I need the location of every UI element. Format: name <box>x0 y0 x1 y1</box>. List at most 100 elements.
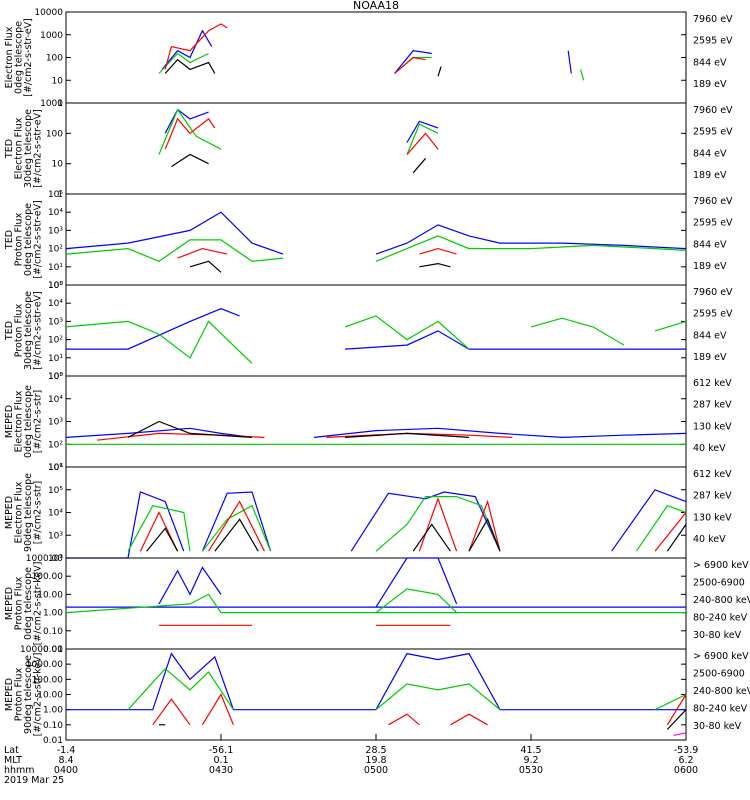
ylabel-line-6: 90deg telescope <box>23 473 34 552</box>
ylabel-line-7: 0deg telescope <box>23 567 34 640</box>
ytick-label-2: 1000 <box>40 99 63 109</box>
mlt-value: 0.1 <box>213 755 228 766</box>
legend-entry-8: 2500-6900 <box>693 669 745 680</box>
footer-row-label: MLT <box>4 755 22 766</box>
series-612-kev <box>127 420 253 438</box>
ytick-label-1: 10 <box>52 76 64 86</box>
series-189-ev <box>567 50 572 74</box>
legend-entry-7: > 6900 keV <box>693 560 749 571</box>
mlt-value: 19.8 <box>365 755 386 766</box>
series-130-kev <box>201 504 272 552</box>
legend-entry-1: 2595 eV <box>693 36 733 47</box>
ylabel-line-6: MEPED <box>4 496 15 529</box>
panel-frame-2 <box>65 102 687 195</box>
series-30-80-kev <box>158 566 222 605</box>
ylabel-line-3: Proton Flux <box>14 212 25 266</box>
lat-value: 28.5 <box>365 745 386 756</box>
legend-entry-6: 612 keV <box>693 469 732 480</box>
series-844-ev <box>406 123 439 155</box>
footer-row-label: Lat <box>4 745 19 756</box>
series-2595-ev <box>419 247 457 255</box>
series-240-800-kev <box>388 713 420 726</box>
series-189-ev <box>66 308 240 350</box>
ylabel-line-5: Electron Flux <box>14 390 25 452</box>
series-287-kev <box>418 497 458 552</box>
series-7960-ev <box>164 58 216 74</box>
ylabel-line-4: TED <box>4 321 15 341</box>
ylabel-line-3: 0deg telescope <box>23 203 34 276</box>
series-40-kev <box>65 427 253 438</box>
ytick-label-1: 100 <box>46 54 63 64</box>
lat-value: -56.1 <box>209 745 234 756</box>
series-844-ev <box>530 317 625 346</box>
panel-frame-4 <box>65 284 687 377</box>
ytick-label-3: 10⁵ <box>48 190 63 200</box>
series-844-ev <box>65 239 284 262</box>
ylabel-line-2: Electron Flux <box>14 117 25 179</box>
legend-entry-6: 40 keV <box>693 534 726 545</box>
ytick-label-7: 100.00 <box>32 572 64 582</box>
ytick-label-7: 10.00 <box>37 590 63 600</box>
ytick-label-5: 10³ <box>48 418 63 428</box>
hhmm-value: 0430 <box>209 765 233 776</box>
series-240-800-kev <box>201 693 234 726</box>
series-189-ev <box>161 29 213 70</box>
ytick-label-8: 1000.00 <box>26 660 63 670</box>
series-80-240-kev <box>375 683 501 711</box>
ytick-label-5: 10⁴ <box>48 395 63 405</box>
legend-entry-4: 2595 eV <box>693 309 733 320</box>
ytick-label-6: 10⁴ <box>48 509 63 519</box>
legend-entry-2: 844 eV <box>693 148 727 159</box>
hhmm-value: 0530 <box>519 765 543 776</box>
ylabel-line-1: Electron Flux <box>4 26 15 88</box>
hhmm-value: 0400 <box>54 765 78 776</box>
panel-frame-8 <box>65 648 687 741</box>
series-844-ev <box>394 56 432 74</box>
ytick-label-7: 0.01 <box>43 645 63 655</box>
series-844-ev <box>344 315 470 350</box>
series-189-ev <box>394 50 432 74</box>
series-612-kev <box>666 524 687 552</box>
series-844-ev <box>158 52 209 74</box>
legend-entry-8: 240-800 keV <box>693 686 750 697</box>
series-189-ev <box>375 224 687 255</box>
legend-entry-2: 189 eV <box>693 170 727 181</box>
series-40-kev <box>201 491 272 552</box>
ytick-label-5: 10¹ <box>48 463 63 473</box>
series-287-kev <box>654 512 687 552</box>
legend-entry-5: 612 keV <box>693 378 732 389</box>
series-2595-ev <box>164 23 228 70</box>
chart-title: NOAA18 <box>353 0 399 12</box>
ylabel-line-7: [#/cm2-s-str-keV] <box>33 562 44 646</box>
ylabel-line-3: [#/cm2-s-str-eV] <box>33 200 44 279</box>
ytick-label-4: 10⁴ <box>48 299 63 309</box>
series-7960-ev <box>419 262 451 268</box>
ytick-label-4: 10⁵ <box>48 281 63 291</box>
ytick-label-8: 0.10 <box>43 721 63 731</box>
ytick-label-3: 10¹ <box>48 263 63 273</box>
series-7960-ev <box>437 66 442 77</box>
series-40-kev <box>66 491 185 559</box>
series-2595-ev <box>164 117 216 150</box>
legend-entry-3: 7960 eV <box>693 196 733 207</box>
series-287-kev <box>208 500 265 552</box>
series-189-ev <box>344 330 686 350</box>
series-287-kev <box>139 511 179 552</box>
ytick-label-7: 0.10 <box>43 627 63 637</box>
series-2595-ev <box>406 132 439 155</box>
legend-entry-3: 2595 eV <box>693 218 733 229</box>
hhmm-value: 0500 <box>364 765 388 776</box>
ytick-label-6: 10³ <box>48 531 63 541</box>
ylabel-line-7: MEPED <box>4 587 15 620</box>
legend-entry-1: 189 eV <box>693 79 727 90</box>
legend-entry-3: 189 eV <box>693 261 727 272</box>
ylabel-line-8: 90deg telescope <box>23 655 34 734</box>
ytick-label-1: 1 <box>57 99 63 109</box>
series-612-kev <box>146 527 179 552</box>
ylabel-line-6: Electron Flux <box>14 481 25 543</box>
ytick-label-4: 10⁰ <box>48 372 63 382</box>
ytick-label-8: 1.00 <box>43 706 63 716</box>
ytick-label-3: 10⁰ <box>48 281 63 291</box>
series-612-kev <box>344 432 470 438</box>
